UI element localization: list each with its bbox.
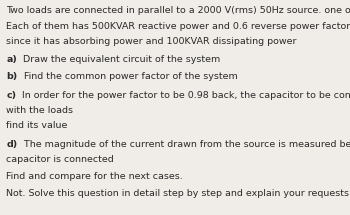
- Text: c): c): [6, 91, 16, 100]
- Text: Two loads are connected in parallel to a 2000 V(rms) 50Hz source. one of the loa: Two loads are connected in parallel to a…: [6, 6, 350, 15]
- Text: find its value: find its value: [6, 121, 68, 130]
- Text: Draw the equivalent circuit of the system: Draw the equivalent circuit of the syste…: [20, 55, 220, 64]
- Text: In order for the power factor to be 0.98 back, the capacitor to be connected in : In order for the power factor to be 0.98…: [19, 91, 350, 100]
- Text: since it has absorbing power and 100KVAR dissipating power: since it has absorbing power and 100KVAR…: [6, 37, 297, 46]
- Text: Each of them has 500KVAR reactive power and 0.6 reverse power factor. Other load: Each of them has 500KVAR reactive power …: [6, 22, 350, 31]
- Text: with the loads: with the loads: [6, 106, 73, 115]
- Text: b): b): [6, 72, 18, 81]
- Text: capacitor is connected: capacitor is connected: [6, 155, 114, 164]
- Text: Find and compare for the next cases.: Find and compare for the next cases.: [6, 172, 183, 181]
- Text: a): a): [6, 55, 17, 64]
- Text: Not. Solve this question in detail step by step and explain your requests in det: Not. Solve this question in detail step …: [6, 189, 350, 198]
- Text: Find the common power factor of the system: Find the common power factor of the syst…: [21, 72, 238, 81]
- Text: d): d): [6, 140, 18, 149]
- Text: The magnitude of the current drawn from the source is measured before and after : The magnitude of the current drawn from …: [21, 140, 350, 149]
